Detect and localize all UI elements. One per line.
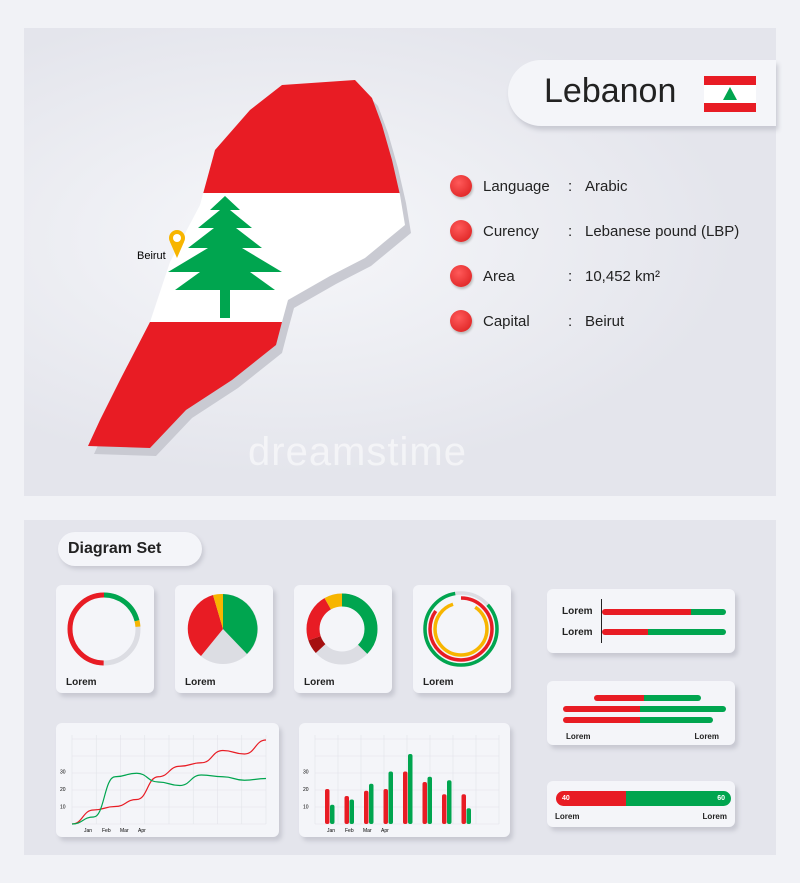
- progress-bar: 40 60: [556, 791, 731, 806]
- split-bar-card: Lorem Lorem: [547, 681, 735, 745]
- watermark: dreamstime: [248, 430, 467, 474]
- info-value: 10,452 km²: [585, 267, 661, 285]
- pie-card: Lorem: [175, 585, 273, 693]
- bar: [466, 808, 471, 824]
- progress-card: 40 60 Lorem Lorem: [547, 781, 735, 827]
- y-tick-label: 10: [60, 805, 66, 811]
- info-key: Curency: [483, 222, 539, 240]
- line-chart-card: 10 20 30 Jan Feb Mar Apr: [56, 723, 279, 837]
- bullet-icon: [450, 265, 472, 287]
- bar: [403, 771, 408, 824]
- info-sep: :: [568, 177, 573, 195]
- diagram-set-title: Diagram Set: [58, 532, 202, 566]
- cedar-tree-icon: [168, 196, 282, 318]
- info-key: Language: [483, 177, 550, 195]
- x-tick-label: Feb: [345, 828, 354, 834]
- info-sep: :: [568, 312, 573, 330]
- x-tick-label: Mar: [363, 828, 372, 834]
- info-sep: :: [568, 267, 573, 285]
- pie-chart: [187, 593, 258, 664]
- split-bar: [594, 695, 701, 701]
- bullet-icon: [450, 310, 472, 332]
- info-row-capital: Capital: Beirut: [450, 310, 624, 332]
- info-key: Area: [483, 267, 515, 285]
- bar: [461, 794, 466, 824]
- line-chart: 10 20 30 Jan Feb Mar Apr: [60, 735, 267, 834]
- info-value: Lebanese pound (LBP): [585, 222, 740, 240]
- info-value: Beirut: [585, 312, 625, 330]
- bar: [388, 771, 393, 824]
- hbar-card: Lorem Lorem: [547, 589, 735, 653]
- lebanon-map: Beirut: [88, 80, 411, 456]
- split-bar: [563, 706, 726, 712]
- country-name: Lebanon: [544, 72, 677, 110]
- y-tick-label: 10: [303, 805, 309, 811]
- donut-chart: [67, 592, 141, 666]
- bar: [349, 799, 354, 824]
- capital-label: Beirut: [137, 250, 166, 262]
- bar-chart-card: 10 20 30 Jan Feb Mar Apr: [299, 723, 510, 837]
- info-row-currency: Curency: Lebanese pound (LBP): [450, 220, 739, 242]
- hbar: [602, 609, 726, 615]
- donut-card-1: Lorem: [56, 585, 154, 693]
- lebanon-flag-icon: [704, 76, 756, 112]
- location-pin-icon: [169, 230, 185, 258]
- bar: [364, 790, 369, 824]
- bar: [447, 780, 452, 824]
- line-series: [71, 739, 267, 825]
- bar: [422, 782, 427, 824]
- bar-chart: 10 20 30 Jan Feb Mar Apr: [303, 735, 500, 834]
- info-row-area: Area:10,452 km²: [450, 265, 660, 287]
- info-sep: :: [568, 222, 573, 240]
- y-tick-label: 20: [60, 787, 66, 793]
- bar: [383, 789, 388, 824]
- card-label: Lorem: [423, 677, 454, 688]
- left-label: Lorem: [555, 812, 580, 821]
- donut-card-2: Lorem: [294, 585, 392, 693]
- x-tick-label: Apr: [381, 828, 389, 834]
- card-label: Lorem: [66, 677, 97, 688]
- info-key: Capital: [483, 312, 530, 330]
- radial-card: Lorem: [413, 585, 511, 693]
- right-label: Lorem: [694, 732, 719, 741]
- axis-line: [601, 599, 602, 643]
- radial-bar-chart: [423, 591, 499, 667]
- x-tick-label: Apr: [138, 828, 146, 834]
- card-label: Lorem: [304, 677, 335, 688]
- y-tick-label: 20: [303, 787, 309, 793]
- bar: [408, 754, 413, 824]
- bar: [330, 804, 335, 824]
- info-value: Arabic: [585, 177, 628, 195]
- y-tick-label: 30: [303, 770, 309, 776]
- x-tick-label: Jan: [327, 828, 335, 834]
- bullet-icon: [450, 220, 472, 242]
- y-tick-label: 30: [60, 770, 66, 776]
- hbar-label: Lorem: [562, 606, 593, 617]
- bullet-icon: [450, 175, 472, 197]
- country-title-card: Lebanon: [508, 60, 776, 126]
- bar: [442, 794, 447, 824]
- hbar-label: Lorem: [562, 627, 593, 638]
- bar: [427, 776, 432, 824]
- right-value: 60: [626, 791, 731, 806]
- bar: [369, 783, 374, 824]
- hbar: [602, 629, 726, 635]
- left-label: Lorem: [566, 732, 591, 741]
- x-tick-label: Feb: [102, 828, 111, 834]
- line-series: [71, 772, 267, 825]
- info-row-language: Language: Arabic: [450, 175, 628, 197]
- left-value: 40: [556, 791, 626, 806]
- x-tick-label: Jan: [84, 828, 92, 834]
- x-tick-label: Mar: [120, 828, 129, 834]
- bar: [325, 789, 330, 824]
- split-bar: [563, 717, 713, 723]
- card-label: Lorem: [185, 677, 216, 688]
- donut-chart: [306, 593, 378, 665]
- right-label: Lorem: [702, 812, 727, 821]
- bar: [344, 796, 349, 824]
